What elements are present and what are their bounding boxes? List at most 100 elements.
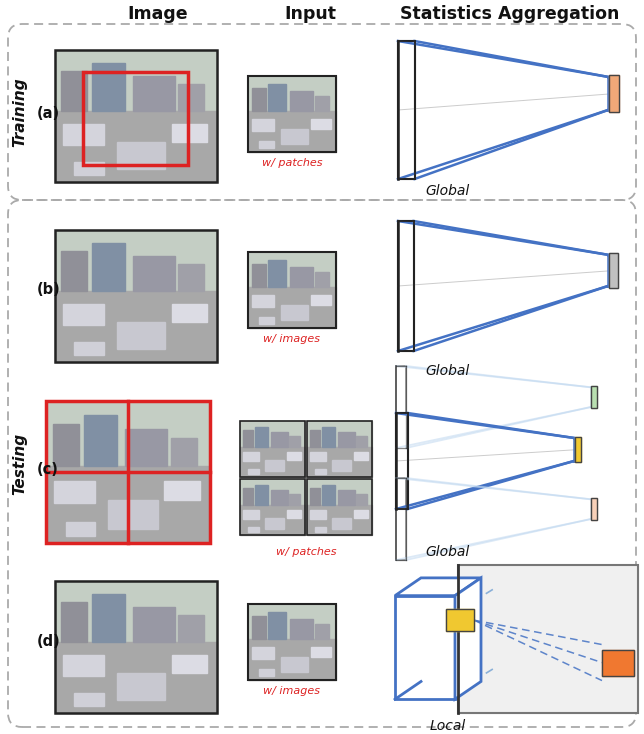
Bar <box>315 272 329 287</box>
Polygon shape <box>413 221 608 351</box>
Bar <box>133 608 175 642</box>
Bar <box>281 657 308 672</box>
Text: w/ images: w/ images <box>263 686 321 696</box>
Bar <box>281 305 308 321</box>
Text: w/ images: w/ images <box>263 334 321 344</box>
Bar <box>240 505 305 535</box>
Bar <box>55 291 217 362</box>
Bar <box>591 386 598 408</box>
Bar <box>178 264 204 291</box>
Bar <box>117 142 165 169</box>
Bar <box>609 75 619 112</box>
Bar <box>178 615 204 642</box>
Bar <box>311 119 331 129</box>
Text: Local: Local <box>430 719 466 733</box>
Polygon shape <box>396 366 406 448</box>
Bar <box>63 655 104 676</box>
Bar <box>248 526 260 532</box>
Bar <box>240 421 305 447</box>
Bar <box>307 447 372 477</box>
Bar <box>164 481 200 501</box>
Text: (a): (a) <box>37 106 60 122</box>
Bar <box>356 493 367 505</box>
Bar <box>332 460 351 471</box>
Bar <box>133 76 175 111</box>
Bar <box>354 452 368 460</box>
Bar <box>289 493 300 505</box>
Bar <box>310 488 320 505</box>
Bar <box>243 488 253 505</box>
Bar <box>289 435 300 447</box>
Polygon shape <box>395 595 455 700</box>
Text: Global: Global <box>426 184 470 198</box>
Bar <box>446 609 474 631</box>
Text: Testing: Testing <box>12 433 28 495</box>
Bar <box>133 256 175 291</box>
Bar <box>609 253 618 288</box>
Bar <box>61 602 88 642</box>
Bar <box>255 484 268 505</box>
Bar <box>172 655 207 673</box>
Bar <box>63 124 104 145</box>
Bar <box>248 76 336 111</box>
Bar <box>53 424 79 466</box>
Bar <box>287 452 301 460</box>
Bar <box>322 484 335 505</box>
Bar <box>117 322 165 349</box>
Bar <box>248 287 336 328</box>
Bar <box>307 479 372 505</box>
Bar <box>84 415 117 466</box>
Bar <box>271 432 288 447</box>
Bar <box>243 430 253 447</box>
Bar <box>269 260 286 287</box>
Bar <box>252 647 274 658</box>
Bar <box>240 447 305 477</box>
Bar <box>61 251 88 291</box>
Bar <box>117 673 165 700</box>
Bar <box>332 518 351 529</box>
Bar <box>46 466 210 543</box>
Bar <box>240 479 305 505</box>
Bar <box>248 468 260 474</box>
Text: w/ patches: w/ patches <box>276 547 336 557</box>
Text: Global: Global <box>426 364 470 378</box>
Polygon shape <box>415 41 608 179</box>
Polygon shape <box>406 366 591 448</box>
Bar <box>75 693 104 706</box>
Polygon shape <box>395 578 481 595</box>
Bar <box>602 650 634 675</box>
Bar <box>255 426 268 447</box>
Bar <box>172 124 207 142</box>
Bar <box>258 141 274 148</box>
Bar <box>92 595 125 642</box>
Bar <box>269 611 286 639</box>
Bar <box>46 401 210 466</box>
Bar <box>243 510 260 520</box>
Bar <box>310 510 327 520</box>
Bar <box>338 490 355 505</box>
Bar <box>248 252 336 287</box>
Bar <box>248 604 336 639</box>
Polygon shape <box>398 221 413 351</box>
Bar <box>243 452 260 462</box>
Bar <box>55 111 217 182</box>
Bar <box>75 342 104 355</box>
Bar <box>290 91 313 111</box>
Bar <box>252 119 274 131</box>
Bar <box>248 111 336 152</box>
Bar <box>315 526 327 532</box>
Bar <box>54 481 95 504</box>
Bar <box>354 510 368 518</box>
Bar <box>591 498 598 520</box>
Bar <box>315 468 327 474</box>
Bar <box>248 639 336 680</box>
Bar <box>63 304 104 325</box>
Bar <box>61 71 88 111</box>
Bar <box>311 647 331 657</box>
Bar <box>92 243 125 291</box>
Bar <box>310 430 320 447</box>
Text: Statistics Aggregation: Statistics Aggregation <box>401 5 620 23</box>
Bar <box>125 429 167 466</box>
Bar <box>172 304 207 322</box>
Bar <box>55 642 217 713</box>
